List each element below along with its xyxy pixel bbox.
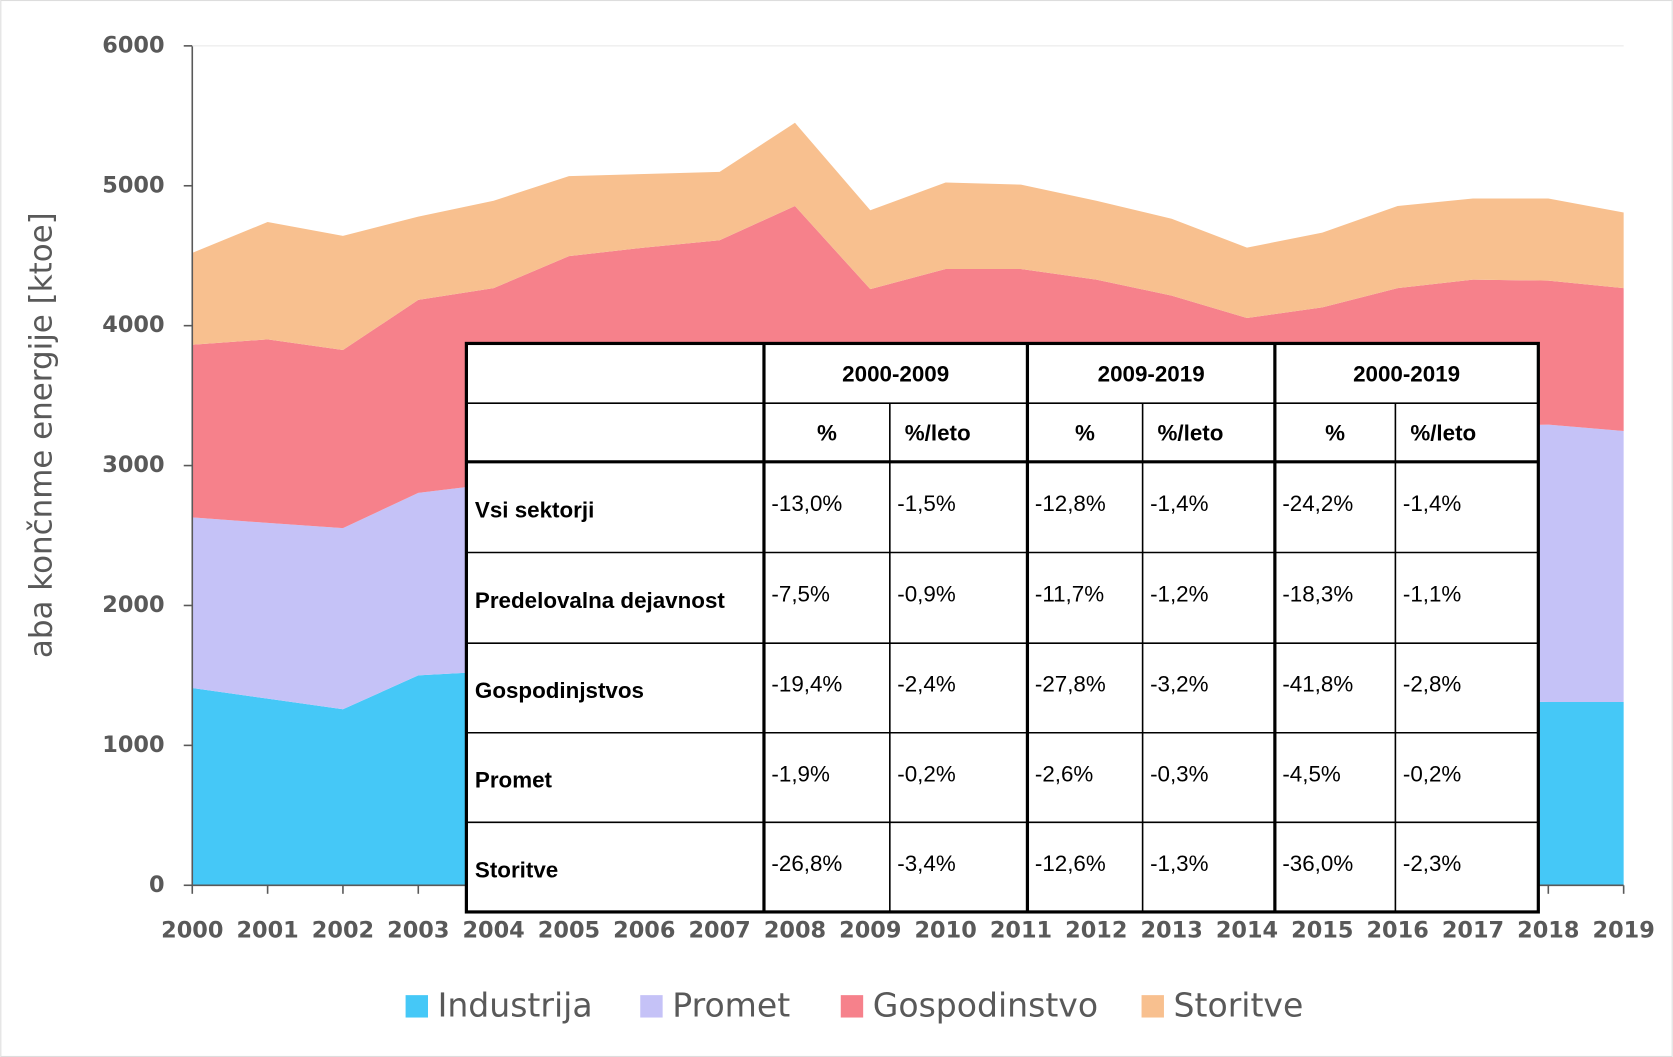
table-cell: -3,4% [897,851,956,876]
legend: Industrija Promet Gospodinstvo Storitve [405,985,1304,1024]
x-tick-label: 2006 [613,918,675,944]
legend-label: Promet [672,985,790,1024]
x-tick-label: 2013 [1140,918,1202,944]
sub-header: % [1075,421,1095,446]
x-tick-label: 2015 [1291,918,1353,944]
table-cell: -36,0% [1282,851,1353,876]
table-cell: -0,2% [1403,761,1462,786]
table-cell: -1,5% [897,491,956,516]
legend-label: Gospodinstvo [873,985,1098,1024]
table-cell: -12,6% [1035,851,1106,876]
sub-header: %/leto [905,421,971,446]
sub-header: % [817,421,837,446]
y-tick-label: 4000 [102,312,164,338]
y-tick-label: 3000 [102,452,164,478]
y-tick-label: 5000 [102,172,164,198]
table-cell: -2,3% [1403,851,1462,876]
legend-swatch [1141,995,1164,1018]
legend-swatch [840,995,864,1018]
x-tick-label: 2012 [1065,918,1127,944]
sub-header: % [1325,421,1345,446]
group-header: 2000-2009 [842,361,949,386]
table-cell: -12,8% [1035,491,1106,516]
table-cell: -11,7% [1035,582,1104,607]
x-tick-label: 2004 [462,918,524,944]
table-cell: -24,2% [1282,491,1353,516]
table-cell: -3,2% [1150,672,1209,697]
sub-header: %/leto [1158,421,1224,446]
x-tick-label: 2005 [538,918,600,944]
table-cell: -26,8% [771,851,842,876]
table: 2000-2009 2009-2019 2000-2019% %/leto% %/let… [464,341,1540,914]
table-cell: -19,4% [771,672,842,697]
x-tick-label: 2000 [161,918,223,944]
group-header: 2000-2019 [1353,361,1460,386]
row-label: Storitve [475,857,558,882]
x-tick-label: 2010 [914,918,976,944]
legend-swatch [640,995,663,1018]
table-cell: -1,1% [1403,582,1462,607]
legend-swatch [405,995,428,1018]
table-cell: -27,8% [1035,672,1106,697]
x-tick-label: 2018 [1517,918,1579,944]
table-bg [464,341,1540,914]
x-tick-label: 2011 [990,918,1052,944]
table-cell: -1,3% [1150,851,1209,876]
row-label: Vsi sektorji [475,497,594,522]
sub-header: %/leto [1410,421,1476,446]
x-tick-label: 2019 [1593,918,1655,944]
x-tick-label: 2009 [839,918,901,944]
table-cell: -7,5% [771,582,830,607]
table-cell: -4,5% [1282,761,1341,786]
table-cell: -2,4% [897,672,956,697]
x-tick-label: 2017 [1442,918,1504,944]
table-cell: -41,8% [1282,672,1353,697]
y-tick-label: 6000 [102,32,164,58]
x-tick-label: 2002 [312,918,374,944]
table-cell: -2,6% [1035,761,1094,786]
table-cell: -18,3% [1282,582,1353,607]
x-tick-label: 2003 [387,918,449,944]
table-cell: -1,9% [771,761,830,786]
y-tick-label: 2000 [102,592,164,618]
row-label: Gospodinjstvos [475,678,644,703]
x-tick-label: 2014 [1216,918,1278,944]
legend-label: Storitve [1174,985,1304,1024]
table-cell: -0,2% [897,761,956,786]
row-label: Promet [475,768,553,793]
table-cell: -1,2% [1150,582,1209,607]
table-cell: -2,8% [1403,672,1462,697]
area [192,122,1624,351]
table-cell: -1,4% [1403,491,1462,516]
table-cell: -1,4% [1150,491,1209,516]
y-axis-label: aba končnme energije [ktoe] [23,212,59,658]
y-tick-label: 1000 [102,732,164,758]
table-cell: -13,0% [771,491,842,516]
x-tick-label: 2016 [1367,918,1429,944]
legend-label: Industrija [438,985,593,1024]
table-cell: -0,3% [1150,761,1209,786]
x-tick-label: 2008 [764,918,826,944]
table-cell: -0,9% [897,582,956,607]
row-label: Predelovalna dejavnost [475,588,725,613]
x-tick-label: 2007 [688,918,750,944]
y-tick-label: 0 [149,872,165,898]
x-tick-label: 2001 [236,918,298,944]
group-header: 2009-2019 [1098,361,1205,386]
